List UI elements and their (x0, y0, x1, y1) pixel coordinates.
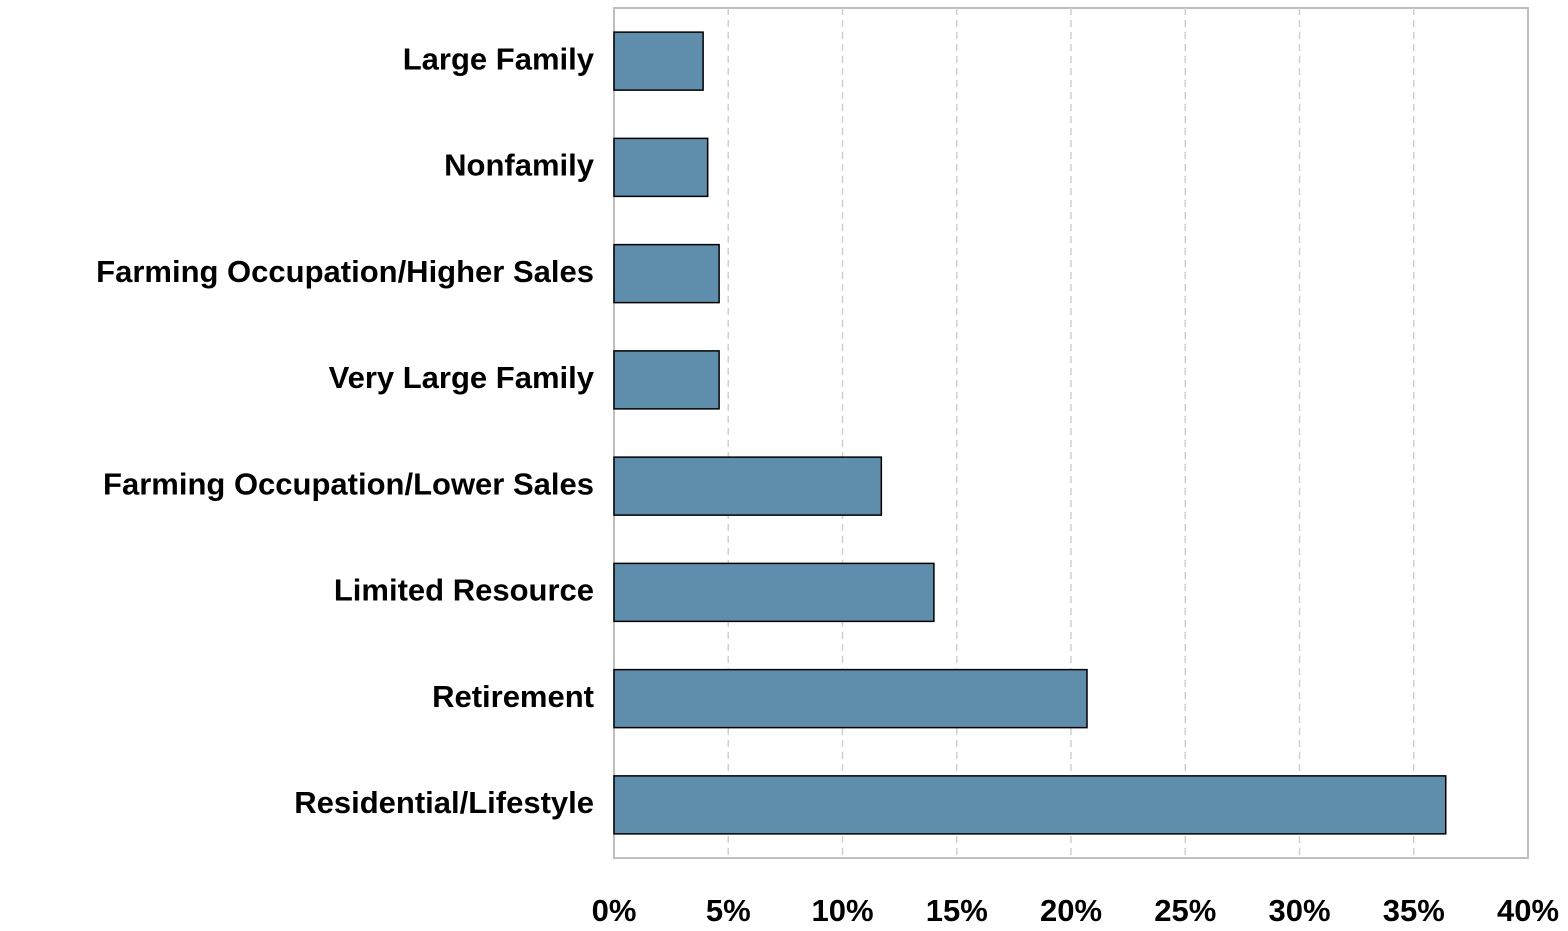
bar (613, 668, 1088, 729)
x-tick-label: 5% (706, 893, 751, 928)
bar (613, 350, 720, 410)
bar (613, 243, 720, 304)
y-tick-label: Large Family (403, 41, 595, 76)
x-tick-label: 40% (1497, 893, 1559, 928)
bar (613, 775, 1447, 835)
x-tick-label: 25% (1154, 893, 1216, 928)
bar (613, 31, 704, 91)
bar (613, 456, 883, 516)
x-tick-label: 30% (1268, 893, 1330, 928)
x-tick-label: 0% (592, 893, 637, 928)
y-tick-label: Residential/Lifestyle (294, 785, 594, 820)
x-tick-label: 20% (1040, 893, 1102, 928)
bar (613, 137, 709, 198)
bar (613, 562, 935, 623)
x-tick-label: 15% (926, 893, 988, 928)
y-tick-label: Limited Resource (334, 573, 594, 608)
y-tick-label: Retirement (432, 679, 594, 714)
x-tick-label: 10% (811, 893, 873, 928)
y-tick-label: Very Large Family (329, 360, 595, 395)
y-tick-label: Nonfamily (444, 148, 595, 183)
y-tick-label: Farming Occupation/Higher Sales (96, 254, 594, 289)
x-tick-label: 35% (1383, 893, 1445, 928)
y-tick-label: Farming Occupation/Lower Sales (103, 466, 594, 501)
